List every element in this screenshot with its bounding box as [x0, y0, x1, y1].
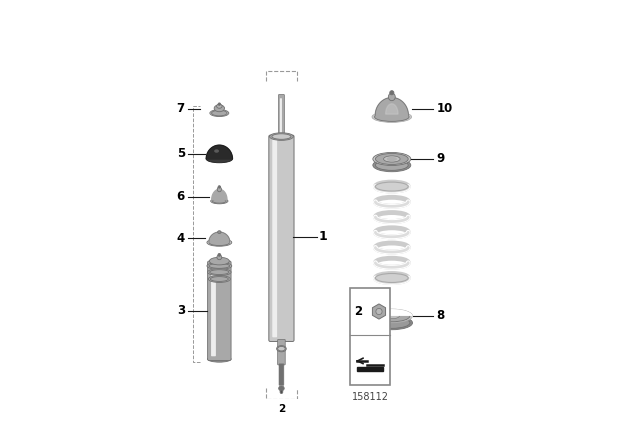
FancyBboxPatch shape [278, 340, 285, 365]
Ellipse shape [209, 239, 230, 246]
Text: 7: 7 [177, 103, 185, 116]
Text: 158112: 158112 [352, 392, 388, 402]
Ellipse shape [217, 187, 221, 192]
FancyBboxPatch shape [280, 98, 282, 134]
Ellipse shape [373, 152, 411, 165]
Ellipse shape [272, 134, 291, 139]
Text: 10: 10 [436, 103, 453, 116]
Ellipse shape [280, 390, 283, 393]
Ellipse shape [373, 159, 411, 172]
Polygon shape [209, 232, 230, 242]
FancyBboxPatch shape [351, 289, 390, 385]
FancyBboxPatch shape [269, 135, 294, 341]
Ellipse shape [214, 149, 219, 153]
Ellipse shape [278, 386, 284, 391]
Ellipse shape [212, 199, 226, 203]
Ellipse shape [212, 110, 227, 116]
Circle shape [273, 400, 291, 418]
Ellipse shape [374, 317, 410, 328]
Ellipse shape [210, 270, 229, 275]
Text: 8: 8 [436, 310, 445, 323]
Ellipse shape [218, 231, 221, 233]
Polygon shape [357, 367, 383, 371]
FancyBboxPatch shape [278, 95, 284, 137]
Ellipse shape [214, 105, 225, 112]
Ellipse shape [211, 276, 228, 281]
Ellipse shape [371, 316, 413, 330]
Ellipse shape [376, 160, 408, 170]
Ellipse shape [371, 309, 413, 323]
Ellipse shape [383, 156, 400, 162]
Text: 9: 9 [436, 152, 445, 165]
Ellipse shape [217, 255, 221, 260]
Ellipse shape [218, 186, 221, 188]
Polygon shape [372, 304, 385, 319]
FancyBboxPatch shape [279, 364, 284, 385]
Text: 1: 1 [319, 230, 327, 243]
Ellipse shape [209, 257, 229, 265]
Ellipse shape [207, 239, 232, 246]
Ellipse shape [208, 276, 230, 283]
Ellipse shape [376, 273, 408, 283]
Ellipse shape [374, 112, 409, 121]
Text: 3: 3 [177, 304, 185, 317]
Ellipse shape [376, 154, 408, 164]
Polygon shape [206, 145, 232, 159]
Polygon shape [386, 104, 398, 114]
Ellipse shape [207, 356, 231, 362]
Ellipse shape [278, 346, 285, 351]
Ellipse shape [390, 90, 394, 95]
Ellipse shape [276, 345, 286, 352]
Ellipse shape [376, 182, 408, 191]
Ellipse shape [269, 133, 293, 140]
Ellipse shape [209, 263, 230, 268]
Ellipse shape [207, 263, 232, 269]
Polygon shape [212, 190, 227, 200]
FancyBboxPatch shape [272, 139, 277, 337]
Text: 2: 2 [278, 404, 285, 414]
Polygon shape [375, 98, 408, 116]
Ellipse shape [387, 157, 397, 161]
FancyBboxPatch shape [207, 261, 231, 361]
Ellipse shape [384, 313, 399, 319]
Text: 4: 4 [177, 232, 185, 245]
Ellipse shape [216, 104, 222, 108]
Ellipse shape [388, 93, 396, 101]
Text: 6: 6 [177, 190, 185, 203]
Text: 2: 2 [355, 305, 363, 318]
Ellipse shape [374, 310, 410, 322]
Circle shape [376, 308, 382, 314]
Ellipse shape [372, 112, 412, 122]
FancyBboxPatch shape [211, 265, 216, 356]
Ellipse shape [218, 103, 221, 105]
Ellipse shape [207, 269, 231, 276]
Ellipse shape [206, 155, 232, 163]
Text: 5: 5 [177, 147, 185, 160]
Ellipse shape [211, 198, 228, 204]
Ellipse shape [218, 254, 221, 256]
Ellipse shape [210, 110, 229, 116]
